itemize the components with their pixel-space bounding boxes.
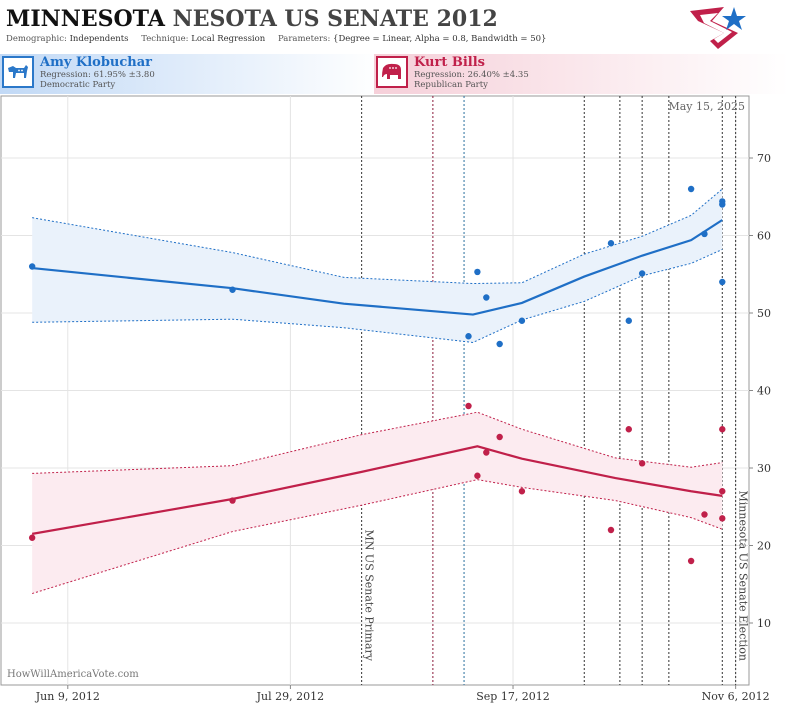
poll-point	[474, 472, 481, 479]
x-tick-label: Nov 6, 2012	[702, 690, 770, 703]
poll-point	[625, 317, 632, 324]
poll-point	[638, 270, 646, 277]
candidate-regression: Regression: 26.40% ±4.35	[414, 70, 529, 80]
poll-point	[607, 240, 615, 247]
elephant-icon	[376, 56, 408, 88]
parameters-line: Demographic: Independents Technique: Loc…	[6, 34, 546, 44]
param-key-demographic: Demographic:	[6, 34, 67, 44]
candidate-party: Democratic Party	[40, 80, 116, 90]
y-tick-label: 30	[757, 462, 771, 475]
poll-point	[638, 460, 646, 467]
y-tick-label: 40	[757, 385, 771, 398]
donkey-icon	[2, 56, 34, 88]
candidate-name: Kurt Bills	[414, 55, 485, 70]
y-tick-label: 60	[757, 230, 771, 243]
poll-point	[719, 201, 726, 208]
candidate-name: Amy Klobuchar	[40, 55, 153, 70]
y-tick-label: 50	[757, 307, 771, 320]
poll-point	[719, 515, 726, 522]
poll-point	[229, 497, 236, 504]
band-lower	[32, 479, 723, 595]
param-value-demographic: Independents	[69, 34, 129, 44]
poll-point	[719, 426, 726, 433]
site-logo-icon	[690, 7, 746, 49]
candidate-card-bills: Kurt Bills Regression: 26.40% ±4.35 Repu…	[374, 54, 789, 94]
poll-point	[518, 488, 526, 495]
candidate-regression: Regression: 61.95% ±3.80	[40, 70, 155, 80]
trend-line	[31, 445, 723, 535]
poll-point	[719, 488, 726, 495]
band-lower	[32, 248, 723, 343]
poll-point	[474, 268, 481, 276]
poll-point	[687, 557, 695, 565]
param-key-parameters: Parameters:	[277, 34, 331, 44]
y-tick-label: 20	[757, 540, 771, 553]
x-tick-label: Jul 29, 2012	[256, 690, 325, 703]
poll-point	[496, 433, 503, 441]
confidence-band	[32, 189, 723, 343]
candidate-card-klobuchar: Amy Klobuchar Regression: 61.95% ±3.80 D…	[0, 54, 380, 94]
chart-date: May 15, 2025	[668, 100, 745, 113]
poll-point	[496, 340, 503, 348]
page-title: MINNESOTA NESOTA US SENATE 2012	[6, 6, 498, 32]
poll-point	[518, 317, 526, 324]
param-value-parameters: {Degree = Linear, Alpha = 0.8, Bandwidth…	[333, 34, 547, 44]
poll-point	[483, 449, 490, 456]
candidate-strip: Amy Klobuchar Regression: 61.95% ±3.80 D…	[0, 54, 789, 94]
poll-point	[465, 333, 472, 340]
poll-point	[701, 511, 708, 518]
poll-point	[719, 278, 726, 286]
param-key-technique: Technique:	[141, 34, 189, 44]
watermark: HowWillAmericaVote.com	[7, 669, 139, 680]
poll-point	[687, 185, 695, 193]
title-rest: NESOTA US SENATE 2012	[172, 6, 498, 32]
poll-point	[229, 286, 236, 293]
event-label: MN US Senate Primary	[363, 530, 376, 662]
title-state: MINNESOTA	[6, 6, 165, 32]
band-upper	[32, 411, 723, 474]
poll-point	[28, 534, 36, 541]
candidate-party: Republican Party	[414, 80, 488, 90]
band-upper	[32, 188, 723, 285]
poll-point	[465, 402, 472, 410]
poll-point	[607, 526, 615, 534]
trend-line	[32, 219, 723, 316]
x-tick-label: Jun 9, 2012	[35, 690, 100, 703]
poll-point	[625, 426, 632, 433]
y-tick-label: 70	[757, 152, 771, 165]
x-tick-label: Sep 17, 2012	[476, 690, 550, 703]
poll-point	[28, 263, 36, 270]
param-value-technique: Local Regression	[191, 34, 266, 44]
confidence-band	[32, 412, 723, 594]
poll-point	[701, 230, 708, 238]
event-label: Minnesota US Senate Election	[737, 491, 750, 661]
y-tick-label: 10	[757, 617, 771, 630]
poll-chart: 10 20 30 40 50 60 70 Jun 9, 2012 Jul 29, 2012 Sep…	[0, 95, 771, 703]
poll-point	[483, 294, 490, 301]
